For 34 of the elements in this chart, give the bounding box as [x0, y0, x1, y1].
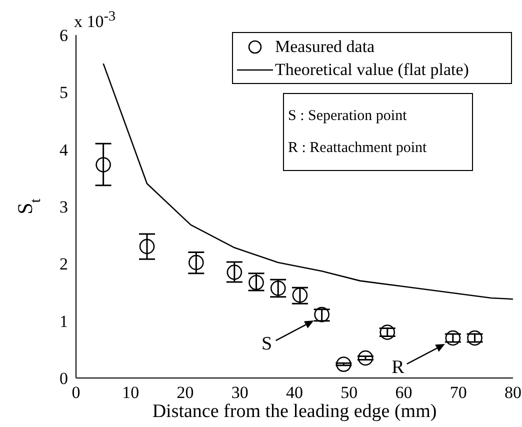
point — [226, 264, 242, 280]
x-tick-label: 60 — [395, 383, 412, 402]
point — [139, 238, 155, 254]
point — [96, 157, 111, 172]
y-tick-label: 3 — [60, 198, 68, 217]
x-tick-label: 20 — [176, 383, 194, 402]
x-tick-label: 0 — [72, 383, 80, 402]
x-tick-label: 40 — [286, 383, 303, 402]
text: x 10$^{-3}$ — [74, 8, 116, 31]
x-tick-label: 50 — [340, 383, 358, 402]
y-tick-label: 2 — [60, 254, 68, 274]
point — [467, 330, 482, 346]
point — [380, 324, 396, 340]
x-tick-label: 70 — [450, 383, 467, 402]
x-axis-title: Distance from the leading edge (mm) — [152, 401, 437, 422]
line-series — [102, 62, 513, 300]
point — [358, 350, 374, 366]
y-tick-label: 1 — [60, 312, 68, 331]
y-tick-label: 5 — [60, 83, 68, 102]
legend-label: Measured data — [275, 36, 375, 58]
y-tick-label: 4 — [60, 140, 68, 160]
annotation: R — [392, 356, 405, 378]
x-tick-label: 80 — [504, 383, 522, 402]
point — [188, 254, 204, 270]
legend-label: Theoretical value (flat plate) — [275, 59, 469, 81]
x-tick-label: 30 — [231, 383, 248, 402]
annotation: S : Seperation point — [288, 108, 407, 124]
y-tick-label: 6 — [60, 26, 68, 46]
point — [445, 330, 461, 346]
point — [336, 356, 352, 372]
y-tick-label: 0 — [60, 369, 68, 388]
annotation: R : Reattachment point — [288, 140, 427, 156]
x-tick-label: 10 — [122, 383, 140, 402]
annotation: S — [262, 334, 272, 355]
